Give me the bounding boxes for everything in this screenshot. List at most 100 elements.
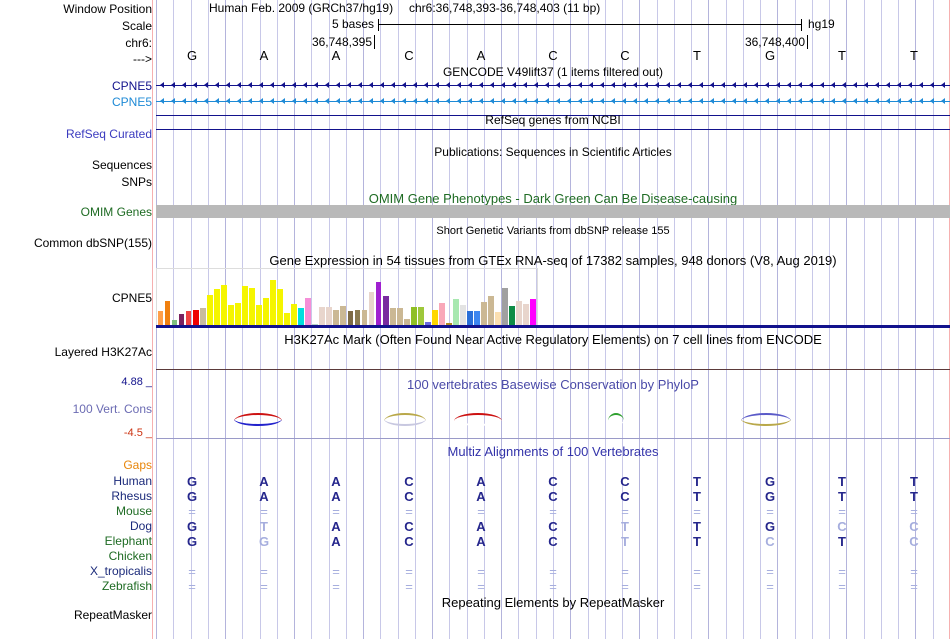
label-100-vert-cons[interactable]: 100 Vert. Cons bbox=[72, 402, 152, 416]
gtex-tissue-bar[interactable] bbox=[396, 308, 403, 327]
gtex-tissue-bar[interactable] bbox=[488, 296, 495, 327]
strand-arrow-left-icon bbox=[677, 82, 681, 88]
gtex-tissue-bar[interactable] bbox=[474, 311, 480, 327]
gtex-tissue-bar[interactable] bbox=[382, 296, 389, 327]
gridline bbox=[311, 0, 312, 639]
gtex-tissue-bar[interactable] bbox=[354, 310, 361, 327]
gtex-tissue-bar[interactable] bbox=[248, 288, 255, 327]
gtex-tissue-bar[interactable] bbox=[256, 305, 262, 327]
species-label-rhesus[interactable]: Rhesus bbox=[111, 489, 152, 503]
reference-base: T bbox=[693, 48, 701, 63]
omim-gene-bar[interactable] bbox=[156, 205, 950, 218]
gtex-tissue-bar[interactable] bbox=[509, 306, 516, 327]
label-gtex-cpne5[interactable]: CPNE5 bbox=[111, 291, 152, 305]
gtex-tissue-bar[interactable] bbox=[375, 282, 382, 327]
species-label-human[interactable]: Human bbox=[113, 474, 152, 488]
gtex-tissue-bar[interactable] bbox=[481, 302, 488, 327]
gtex-tissue-bar[interactable] bbox=[284, 313, 290, 327]
gtex-tissue-bar[interactable] bbox=[164, 301, 171, 327]
gtex-tissue-bar[interactable] bbox=[206, 295, 213, 327]
gtex-tissue-bar[interactable] bbox=[263, 298, 269, 327]
track-label-column: Window Position Scale chr6: ---> CPNE5 C… bbox=[0, 0, 152, 639]
label-gencode-cpne5-2[interactable]: CPNE5 bbox=[111, 95, 152, 109]
gtex-tissue-bar[interactable] bbox=[319, 307, 326, 327]
gtex-tissue-bar[interactable] bbox=[234, 303, 241, 327]
strand-arrow-left-icon bbox=[798, 98, 802, 104]
gtex-tissue-bar[interactable] bbox=[213, 289, 220, 327]
gtex-tissue-bar[interactable] bbox=[178, 314, 185, 327]
gtex-tissue-bar[interactable] bbox=[185, 311, 192, 327]
gtex-tissue-bar[interactable] bbox=[157, 311, 164, 327]
gtex-tissue-bar[interactable] bbox=[305, 298, 312, 327]
alignment-gap-marker: = bbox=[766, 579, 774, 594]
strand-arrow-left-icon bbox=[820, 98, 824, 104]
strand-arrow-left-icon bbox=[644, 82, 648, 88]
strand-arrow-left-icon bbox=[512, 98, 516, 104]
gtex-tissue-bar[interactable] bbox=[368, 292, 375, 327]
species-label-dog[interactable]: Dog bbox=[129, 519, 152, 533]
strand-arrow-left-icon bbox=[897, 82, 901, 88]
phylop-negative-arc bbox=[454, 419, 502, 426]
gtex-tissue-bar[interactable] bbox=[410, 307, 417, 327]
strand-arrow-left-icon bbox=[314, 98, 318, 104]
gtex-tissue-bar[interactable] bbox=[340, 306, 347, 327]
gridline bbox=[933, 0, 934, 639]
gtex-tissue-bar[interactable] bbox=[460, 305, 466, 327]
gtex-tissue-bar[interactable] bbox=[502, 288, 509, 327]
label-sequences[interactable]: Sequences bbox=[91, 158, 152, 172]
aligned-base: C bbox=[548, 474, 558, 489]
gtex-tissue-bar[interactable] bbox=[516, 301, 523, 327]
species-label-zebrafish[interactable]: Zebrafish bbox=[101, 579, 152, 593]
gencode-transcript-2[interactable] bbox=[156, 97, 950, 106]
gtex-tissue-bar[interactable] bbox=[298, 308, 305, 327]
scale-bar: 5 bases hg19 bbox=[156, 17, 950, 33]
gtex-tissue-bar[interactable] bbox=[403, 319, 410, 327]
label-gencode-cpne5-1[interactable]: CPNE5 bbox=[111, 79, 152, 93]
gtex-tissue-bar[interactable] bbox=[523, 304, 530, 327]
gtex-tissue-bar[interactable] bbox=[530, 299, 537, 327]
gtex-tissue-bar[interactable] bbox=[424, 322, 431, 327]
alignment-gap-marker: = bbox=[405, 564, 413, 579]
label-common-dbsnp[interactable]: Common dbSNP(155) bbox=[33, 236, 152, 250]
gtex-tissue-bar[interactable] bbox=[241, 286, 248, 327]
gtex-tissue-bar[interactable] bbox=[333, 310, 340, 327]
gtex-tissue-bar[interactable] bbox=[171, 320, 178, 327]
strand-arrow-left-icon bbox=[171, 98, 175, 104]
label-repeatmasker[interactable]: RepeatMasker bbox=[73, 608, 152, 622]
gtex-tissue-bar[interactable] bbox=[270, 280, 276, 327]
gtex-tissue-bar[interactable] bbox=[389, 308, 396, 327]
gtex-tissue-bar[interactable] bbox=[291, 304, 298, 327]
strand-arrow-left-icon bbox=[930, 82, 934, 88]
gtex-tissue-bar[interactable] bbox=[453, 299, 459, 327]
label-refseq-curated[interactable]: RefSeq Curated bbox=[65, 127, 152, 141]
strand-arrow-left-icon bbox=[424, 98, 428, 104]
refseq-gene-line[interactable] bbox=[156, 129, 950, 130]
gtex-tissue-bar[interactable] bbox=[326, 307, 333, 327]
gtex-tissue-bar[interactable] bbox=[220, 285, 227, 327]
gtex-tissue-bar[interactable] bbox=[277, 289, 283, 327]
gtex-tissue-bar[interactable] bbox=[417, 307, 424, 327]
label-gaps[interactable]: Gaps bbox=[123, 458, 152, 472]
phylop-conservation-plot[interactable] bbox=[156, 395, 950, 437]
gtex-tissue-bar[interactable] bbox=[199, 308, 206, 327]
label-omim-genes[interactable]: OMIM Genes bbox=[80, 205, 152, 219]
coord-tick-right bbox=[807, 35, 808, 49]
gtex-tissue-bar[interactable] bbox=[227, 305, 234, 327]
gencode-transcript-1[interactable] bbox=[156, 81, 950, 90]
species-label-x_tropicalis[interactable]: X_tropicalis bbox=[89, 564, 152, 578]
gtex-tissue-bar[interactable] bbox=[467, 311, 473, 327]
gtex-tissue-bar[interactable] bbox=[438, 303, 445, 327]
gtex-tissue-bar[interactable] bbox=[361, 310, 368, 327]
gtex-tissue-bar[interactable] bbox=[347, 311, 354, 327]
strand-arrow-left-icon bbox=[446, 98, 450, 104]
species-label-chicken[interactable]: Chicken bbox=[108, 549, 152, 563]
species-label-elephant[interactable]: Elephant bbox=[104, 534, 152, 548]
gtex-expression-barchart[interactable] bbox=[156, 268, 538, 327]
species-label-mouse[interactable]: Mouse bbox=[115, 504, 152, 518]
label-snps[interactable]: SNPs bbox=[121, 175, 152, 189]
label-layered-h3k27ac[interactable]: Layered H3K27Ac bbox=[54, 345, 152, 359]
gtex-tissue-bar[interactable] bbox=[495, 312, 502, 327]
strand-arrow-left-icon bbox=[248, 98, 252, 104]
gtex-tissue-bar[interactable] bbox=[431, 310, 438, 327]
gtex-tissue-bar[interactable] bbox=[192, 310, 199, 327]
